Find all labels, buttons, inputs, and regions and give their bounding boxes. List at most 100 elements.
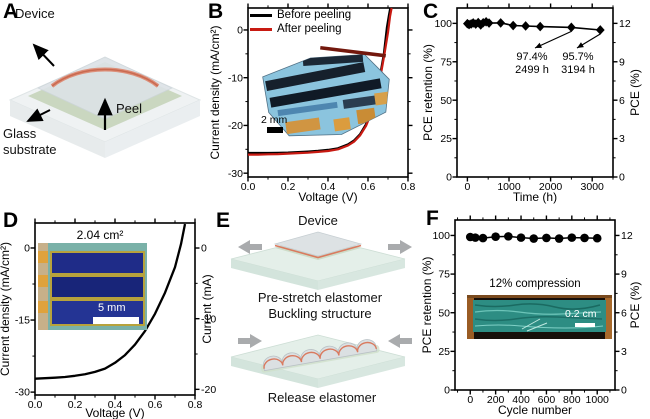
copper-edge-top	[467, 295, 612, 298]
y2-tick-label: 6	[621, 307, 627, 319]
annotation-arrowhead	[577, 42, 584, 48]
y-tick-label: -10	[228, 72, 243, 84]
annotation-arrow	[534, 30, 572, 49]
x-tick-label: 0	[467, 394, 473, 406]
x-tick-label: 0.4	[108, 399, 123, 411]
plot-frame	[454, 219, 616, 391]
legend-item-before-peeling: Before peeling	[250, 8, 351, 22]
y2-tick-label: 9	[621, 269, 627, 281]
panel-label-e: E	[216, 209, 231, 232]
data-point-diamond	[595, 25, 605, 35]
y2-tick-label: 6	[619, 95, 625, 107]
data-point-circle	[516, 233, 526, 242]
x-tick-label: 200	[487, 394, 505, 406]
y-tick-label: 0	[237, 25, 243, 37]
data-point-circle	[542, 233, 551, 243]
y2-axis-label: PCE (%)	[628, 282, 642, 329]
plot-frame	[456, 7, 614, 178]
photo-scale-bar	[93, 317, 139, 324]
data-point-circle	[504, 232, 513, 241]
annotation-pce-value: 95.7%	[562, 51, 594, 63]
device-red-edge	[274, 244, 362, 259]
buckling-schematic-drawing	[230, 231, 412, 388]
data-point-circle	[478, 233, 488, 243]
panel-label-a: A	[3, 0, 19, 23]
series-module-j-v	[34, 223, 187, 380]
x-tick-label: 0.6	[361, 181, 376, 193]
y-tick-label: 75	[438, 269, 450, 281]
y-tick-label: 0	[446, 172, 452, 184]
panel-label-c: C	[423, 0, 439, 23]
panel-d-module-jv-chart: 0.0 0.2 0.4 0.6 0.8 0 -15 -30 0 -10 -20 Voltage (V)…	[0, 209, 216, 419]
panel-label-d: D	[3, 209, 19, 232]
x-tick-label: 800	[563, 394, 581, 406]
x-tick-label: 0.0	[241, 181, 256, 193]
wrinkle-scratch	[521, 318, 548, 332]
annotation-time-value: 2499 h	[515, 64, 549, 76]
y-tick-label: 75	[440, 56, 452, 68]
annotation-time-value: 3194 h	[561, 64, 595, 76]
legend-label-before: Before peeling	[277, 9, 352, 21]
jv-chart-before-after-peeling: 0.0 0.2 0.4 0.6 0.8 0 -10 -20 -30 Voltage (V) Curr…	[208, 3, 415, 204]
photo-scale-label: 0.2 cm	[565, 308, 597, 320]
y-axis-label: Current density (mA/cm²)	[0, 242, 12, 376]
solar-cell-1	[52, 253, 143, 273]
panel-c-stability-chart: 0 1000 2000 3000 0 25 50 75 100 0 3 6 9 12 Time (h) PCE…	[421, 0, 650, 209]
y2-tick-label: -20	[201, 384, 216, 396]
panel-label-f: F	[426, 207, 439, 230]
annotation-2499h: 97.4% 2499 h	[509, 51, 555, 77]
prestretch-label: Pre-stretch elastomer	[257, 290, 383, 305]
data-point-circle	[567, 233, 577, 242]
red-absorber-strip-edge	[51, 68, 159, 87]
y-tick-label: -15	[15, 315, 30, 327]
series-after-peeling	[248, 7, 393, 156]
buckling-label: Buckling structure	[268, 306, 372, 321]
y2-tick-label: 9	[619, 56, 625, 68]
legend-label-after: After peeling	[277, 23, 342, 35]
photo-scale-bar	[575, 323, 595, 327]
y-tick-label: 50	[440, 95, 452, 107]
legend: Before peeling After peeling	[250, 8, 351, 36]
compression-label: 12% compression	[489, 278, 581, 290]
legend-swatch-after	[250, 27, 272, 31]
data-point-circle	[529, 234, 539, 243]
y-axis-label: Current density (mA/cm²)	[208, 25, 222, 159]
y-tick-label: 50	[438, 307, 450, 319]
y-axis-label: PCE retention (%)	[420, 257, 434, 354]
y-tick-label: 0	[444, 385, 450, 397]
data-point-diamond	[476, 20, 486, 30]
wrinkle-line	[474, 316, 603, 322]
y2-tick-label: 0	[619, 172, 625, 184]
peel-label: Peel	[116, 101, 143, 116]
data-point-diamond	[484, 18, 494, 28]
substrate-arrow	[26, 108, 51, 122]
release-elastomer-front-right	[318, 357, 405, 388]
panel-label-b: B	[208, 0, 224, 23]
x-tick-label: 0.2	[281, 181, 296, 193]
prestretch-elastomer-front-left	[231, 259, 318, 290]
stretch-arrow-right-icon	[388, 240, 412, 254]
x-tick-label: 0	[464, 181, 470, 193]
flat-device-layer	[273, 231, 363, 257]
data-point-circle	[592, 233, 602, 243]
y-tick-label: -30	[228, 168, 243, 180]
device-label: Device	[298, 213, 338, 228]
y2-axis-label: Current (mA)	[200, 274, 214, 343]
flexible-device-photo	[262, 45, 390, 137]
module-area-label: 2.04 cm²	[76, 228, 124, 242]
y-tick-label: -30	[15, 387, 30, 399]
buckled-film	[260, 339, 380, 373]
contact-tab	[38, 301, 48, 313]
y2-tick-label: 3	[621, 346, 627, 358]
wrinkle-line	[474, 309, 602, 315]
data-point-diamond	[508, 20, 518, 31]
data-point-diamond	[521, 21, 531, 31]
data-point-diamond	[535, 21, 545, 32]
data-point-circle	[491, 232, 500, 241]
data-point-diamond	[496, 18, 506, 28]
x-tick-label: 3000	[581, 181, 605, 193]
panel-b-jv-chart: 0.0 0.2 0.4 0.6 0.8 0 -10 -20 -30 Voltage (V) Curr…	[208, 0, 425, 209]
